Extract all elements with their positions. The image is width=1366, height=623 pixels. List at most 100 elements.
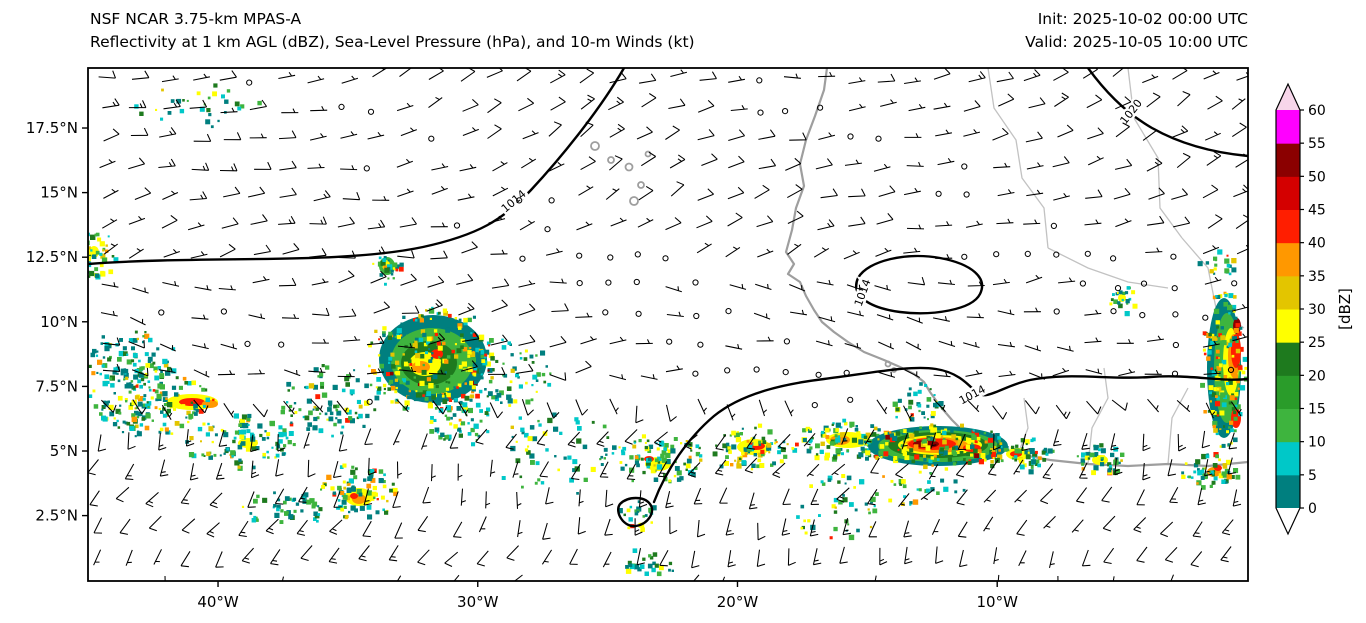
reflectivity-speckle [460, 333, 464, 337]
reflectivity-speckle [115, 366, 120, 371]
reflectivity-speckle [94, 233, 98, 237]
reflectivity-speckle [576, 492, 579, 495]
wind-barb [579, 68, 595, 84]
wind-barb [610, 217, 627, 227]
wind-barb [928, 464, 939, 480]
reflectivity-speckle [648, 444, 654, 449]
reflectivity-speckle [191, 380, 196, 386]
wind-barb [392, 429, 401, 446]
wind-barb [516, 363, 534, 374]
reflectivity-speckle [134, 104, 139, 109]
reflectivity-speckle [865, 432, 871, 438]
reflectivity-speckle [535, 390, 538, 393]
reflectivity-speckle [440, 432, 445, 437]
wind-barb [548, 121, 562, 137]
reflectivity-speckle [461, 421, 466, 426]
reflectivity-speckle [1239, 385, 1246, 391]
reflectivity-speckle [835, 422, 841, 428]
reflectivity-speckle [535, 354, 538, 357]
calm-wind-circle [1053, 251, 1060, 258]
wind-barb [957, 521, 968, 538]
wind-barb [906, 316, 923, 324]
reflectivity-speckle [1235, 348, 1241, 354]
reflectivity-speckle [424, 397, 429, 401]
reflectivity-speckle [1027, 451, 1030, 454]
reflectivity-speckle [399, 262, 404, 267]
reflectivity-speckle [858, 452, 864, 458]
reflectivity-speckle [222, 430, 227, 434]
reflectivity-speckle [864, 502, 868, 506]
reflectivity-speckle [124, 421, 128, 425]
reflectivity-speckle [255, 518, 259, 522]
wind-barb [372, 195, 390, 201]
reflectivity-speckle [1208, 332, 1212, 337]
wind-barb [903, 405, 913, 422]
wind-barb [965, 369, 983, 377]
reflectivity-speckle [741, 427, 744, 430]
wind-barb [457, 193, 475, 201]
wind-barb [401, 305, 420, 314]
reflectivity-speckle [1132, 303, 1138, 309]
wind-barb [101, 399, 117, 413]
reflectivity-speckle [77, 255, 82, 260]
wind-barb [1202, 245, 1220, 255]
reflectivity-speckle [1109, 464, 1112, 468]
reflectivity-speckle [611, 452, 615, 455]
reflectivity-speckle [438, 311, 441, 315]
reflectivity-speckle [200, 440, 202, 443]
reflectivity-speckle [402, 353, 405, 356]
reflectivity-speckle [443, 438, 446, 441]
wind-barb [1024, 400, 1040, 415]
wind-barb [180, 551, 191, 568]
reflectivity-speckle [120, 372, 124, 376]
wind-barb [279, 187, 297, 198]
reflectivity-speckle [458, 418, 462, 422]
reflectivity-speckle [143, 394, 147, 397]
wind-barb [997, 309, 1015, 316]
reflectivity-speckle [654, 563, 659, 568]
wind-barb [848, 103, 866, 112]
reflectivity-speckle [208, 113, 212, 117]
reflectivity-speckle [1117, 301, 1121, 305]
reflectivity-speckle [286, 381, 292, 387]
wind-barb [904, 369, 920, 378]
wind-barb [992, 405, 1008, 420]
calm-wind-circle [635, 310, 642, 317]
wind-barb [310, 399, 324, 413]
reflectivity-speckle [978, 459, 984, 465]
reflectivity-speckle [288, 514, 294, 520]
wind-barb [567, 431, 580, 448]
reflectivity-speckle [1100, 458, 1103, 461]
reflectivity-speckle [104, 249, 109, 253]
wind-barb [870, 457, 880, 474]
reflectivity-speckle [407, 395, 411, 400]
reflectivity-speckle [1037, 456, 1042, 461]
reflectivity-speckle [166, 408, 171, 414]
reflectivity-speckle [378, 338, 381, 341]
reflectivity-speckle [1229, 338, 1234, 343]
reflectivity-speckle [736, 461, 740, 464]
wind-barb [867, 489, 878, 506]
reflectivity-speckle [184, 381, 188, 385]
wind-barb [512, 461, 519, 478]
wind-barb [1170, 574, 1174, 581]
calm-wind-circle [783, 338, 791, 345]
reflectivity-speckle [1208, 346, 1212, 349]
reflectivity-speckle [262, 452, 266, 457]
wind-barb [878, 341, 895, 350]
reflectivity-speckle [931, 464, 934, 467]
wind-barb [670, 69, 688, 78]
reflectivity-speckle [461, 361, 467, 367]
reflectivity-speckle [889, 431, 892, 434]
reflectivity-speckle [1125, 299, 1130, 304]
wind-barb [669, 154, 686, 169]
colorbar-segment [1276, 375, 1300, 409]
reflectivity-speckle [837, 480, 841, 484]
reflectivity-speckle [105, 244, 108, 247]
reflectivity-speckle [368, 474, 374, 479]
calm-wind-circle [875, 135, 882, 142]
wind-barb [417, 549, 430, 566]
wind-barb [836, 487, 850, 503]
reflectivity-speckle [1221, 359, 1227, 365]
